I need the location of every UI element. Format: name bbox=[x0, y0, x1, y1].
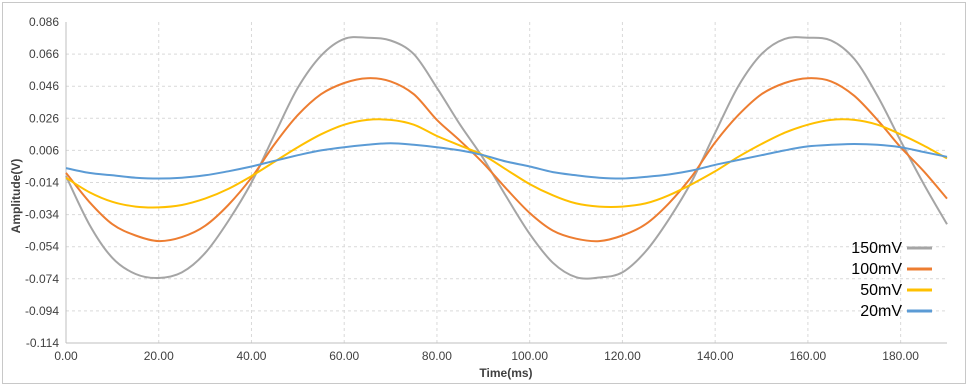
series-line-50mV bbox=[65, 118, 948, 209]
legend-label: 150mV bbox=[851, 240, 902, 257]
x-tick-label: 60.00 bbox=[329, 349, 359, 363]
y-axis-title: Amplitude(V) bbox=[9, 159, 23, 234]
x-tick-label: 20.00 bbox=[144, 349, 174, 363]
x-tick-label: 80.00 bbox=[422, 349, 452, 363]
x-tick-label: 180.00 bbox=[882, 349, 919, 363]
y-tick-label: -0.054 bbox=[25, 240, 59, 254]
y-tick-label: -0.074 bbox=[25, 272, 59, 286]
x-tick-label: 140.00 bbox=[697, 349, 734, 363]
y-tick-label: 0.066 bbox=[29, 47, 59, 61]
legend-label: 100mV bbox=[851, 261, 902, 278]
x-tick-label: 40.00 bbox=[236, 349, 266, 363]
tick-labels: 0.086 0.066 0.046 0.026 0.006 -0.014 -0.034 -0.… bbox=[25, 15, 919, 363]
y-tick-label: -0.034 bbox=[25, 208, 59, 222]
chart-frame bbox=[2, 2, 966, 384]
legend-label: 50mV bbox=[860, 282, 902, 299]
x-tick-label: 160.00 bbox=[790, 349, 827, 363]
series-line-100mV bbox=[65, 77, 948, 243]
series-line-150mV bbox=[65, 36, 948, 280]
y-tick-label: 0.006 bbox=[29, 143, 59, 157]
series-lines bbox=[65, 36, 948, 280]
series-line-20mV bbox=[65, 142, 948, 180]
x-tick-label: 120.00 bbox=[604, 349, 641, 363]
y-tick-label: -0.114 bbox=[26, 336, 59, 350]
x-tick-label: 0.00 bbox=[54, 349, 78, 363]
legend: 150mV 100mV 50mV 20mV bbox=[851, 240, 932, 320]
grid-lines bbox=[66, 22, 947, 343]
y-tick-label: 0.026 bbox=[29, 111, 59, 125]
y-tick-label: -0.014 bbox=[25, 176, 59, 190]
y-tick-label: 0.086 bbox=[29, 15, 59, 29]
y-tick-label: 0.046 bbox=[29, 79, 59, 93]
legend-label: 20mV bbox=[860, 303, 902, 320]
x-axis-title: Time(ms) bbox=[479, 366, 532, 380]
y-tick-label: -0.094 bbox=[25, 304, 59, 318]
x-tick-label: 100.00 bbox=[511, 349, 548, 363]
axes bbox=[65, 22, 947, 344]
